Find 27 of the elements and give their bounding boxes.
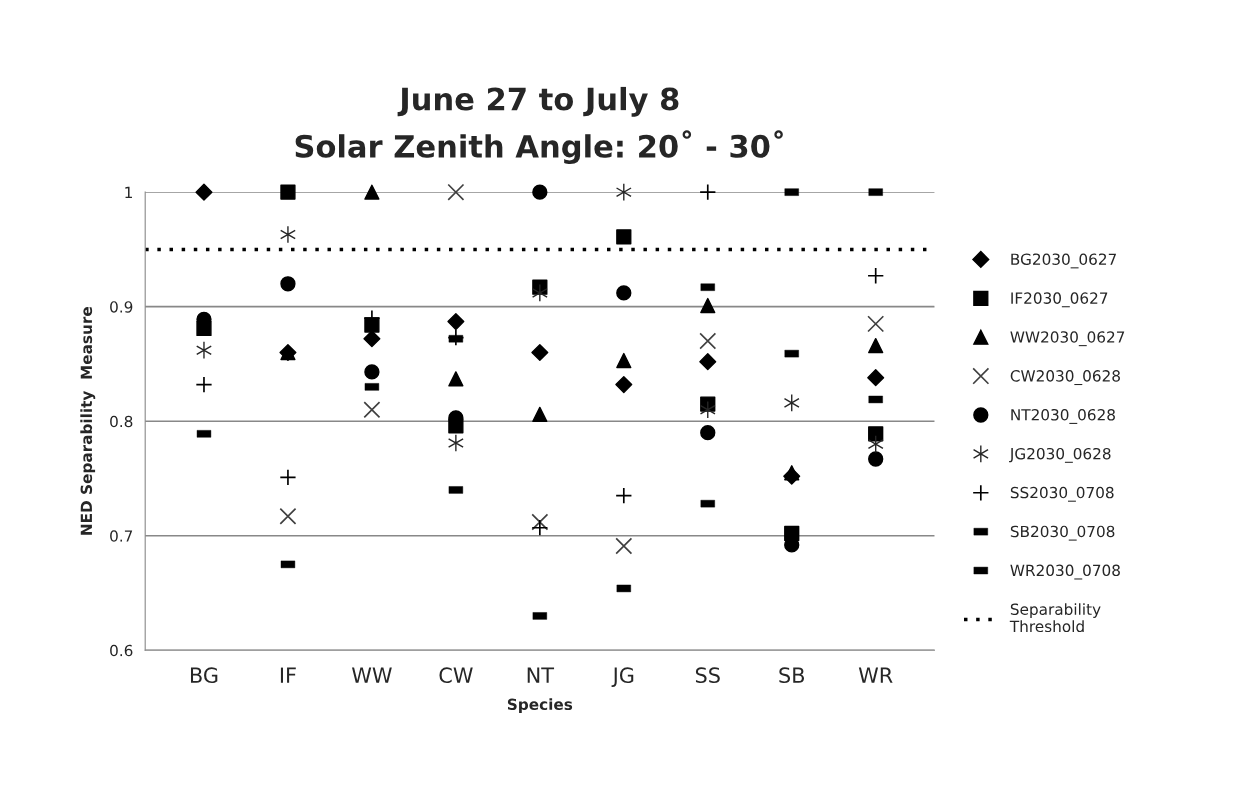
legend-label: IF2030_0627 [1011,292,1108,308]
legend-label: SB2030_0708 [1010,525,1115,541]
legend-label: NT2030_0628 [1011,409,1115,424]
x-tick-label: WR [858,667,893,683]
legend-label: Separability Threshold [1009,603,1101,633]
y-axis-title: NED Separability Measure [80,306,96,535]
y-tick-label: 0.7 [110,530,133,542]
x-tick-label: CW [439,667,473,684]
x-tick-label: IF [280,667,296,683]
y-tick-label: 0.9 [110,301,133,313]
x-tick-label: BG [190,667,218,684]
legend-label: WW2030_0627 [1010,331,1125,347]
chart-title: June 27 to July 8 Solar Zenith Angle: 20˚ - 30˚ [295,86,783,165]
x-axis-title: Species [507,698,573,714]
legend-label: JG2030_0628 [1009,447,1111,463]
x-tick-label: NT [527,667,555,683]
x-tick-label: JG [611,667,634,687]
legend-label: BG2030_0627 [1011,253,1116,269]
x-tick-label: SB [779,667,805,684]
legend-label: SS2030_0708 [1010,486,1114,502]
x-tick-label: SS [695,667,720,684]
y-tick-label: 0.8 [110,415,133,428]
y-tick-label: 0.6 [110,644,133,657]
legend-label: CW2030_0628 [1010,370,1120,386]
y-tick-label: 1 [125,186,132,198]
legend-label: WR2030_0708 [1010,564,1120,580]
x-tick-label: WW [352,667,392,683]
